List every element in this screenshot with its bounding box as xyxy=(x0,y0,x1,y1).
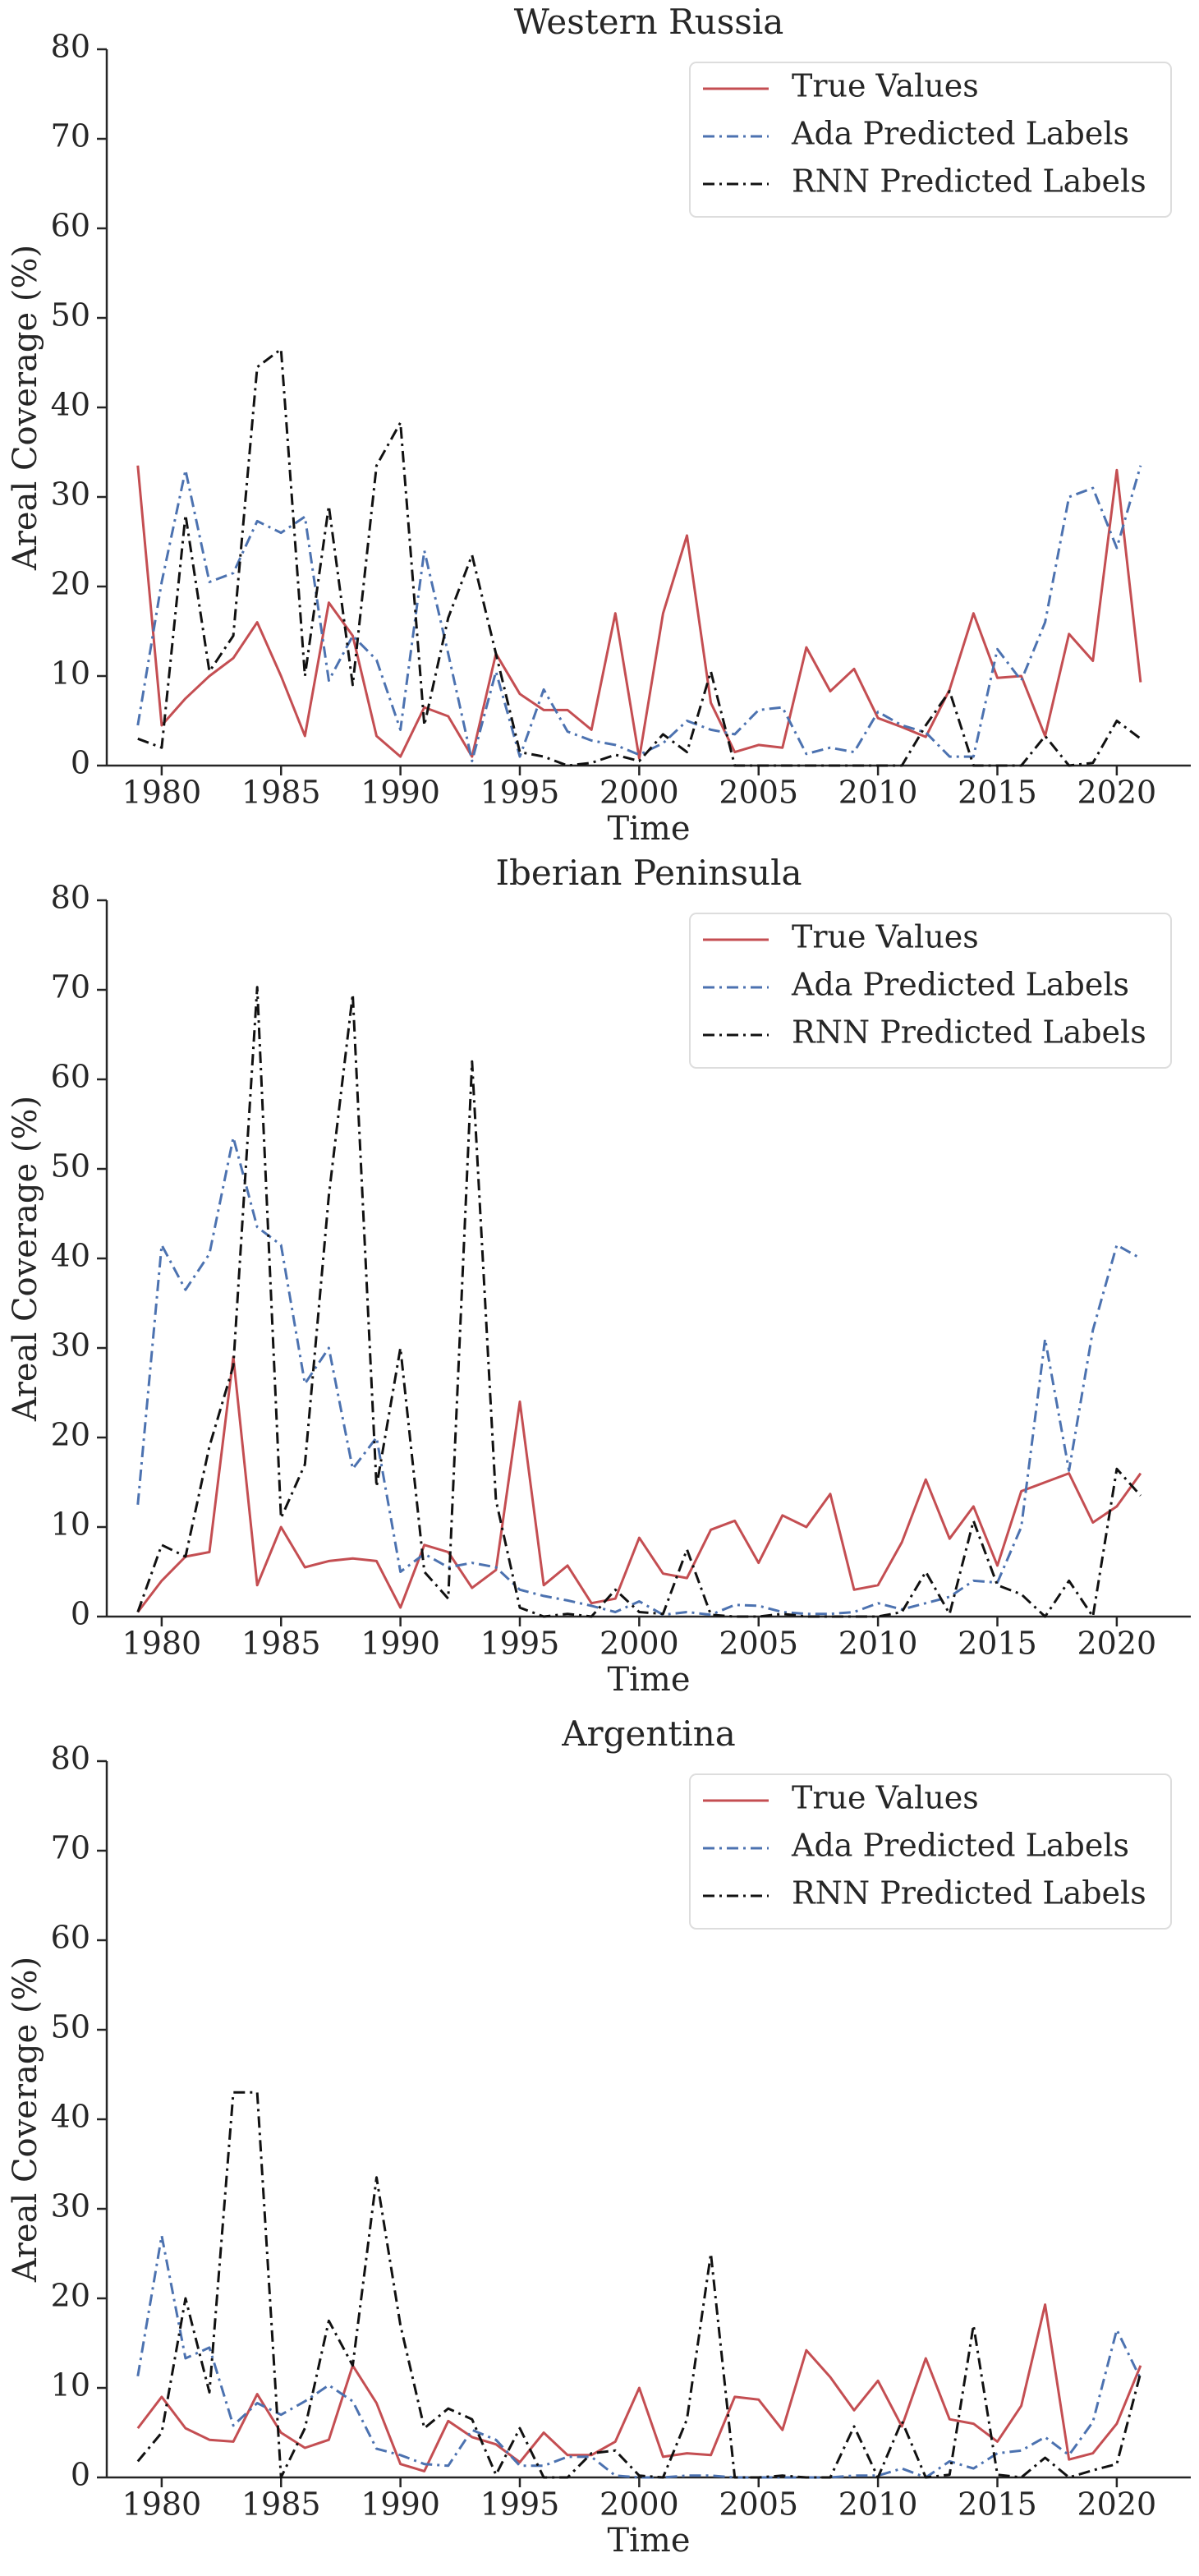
x-axis-label: Time xyxy=(607,1661,690,1699)
y-tick-label: 80 xyxy=(51,880,90,916)
series-line xyxy=(136,465,1142,762)
legend-label: True Values xyxy=(792,1780,979,1816)
y-tick-label: 40 xyxy=(51,2099,90,2135)
y-tick-label: 70 xyxy=(51,1830,90,1866)
series-line xyxy=(136,2303,1142,2472)
x-tick-label: 1985 xyxy=(241,1626,321,1662)
y-tick-label: 0 xyxy=(71,1596,90,1632)
x-tick-label: 2020 xyxy=(1077,775,1157,811)
x-axis-label: Time xyxy=(607,810,690,848)
x-tick-label: 1995 xyxy=(480,1626,560,1662)
x-tick-label: 2005 xyxy=(719,2486,798,2523)
y-tick-label: 60 xyxy=(51,1059,90,1095)
legend-label: Ada Predicted Labels xyxy=(791,1828,1129,1864)
y-tick-label: 60 xyxy=(51,208,90,244)
y-tick-label: 40 xyxy=(51,387,90,423)
legend-box xyxy=(689,913,1172,1069)
x-tick-label: 2005 xyxy=(719,775,798,811)
x-tick-label: 1985 xyxy=(241,2486,321,2523)
x-tick-label: 1995 xyxy=(480,2486,560,2523)
series-line xyxy=(136,465,1142,760)
x-tick-label: 1990 xyxy=(361,775,440,811)
x-tick-label: 1995 xyxy=(480,775,560,811)
y-tick-label: 0 xyxy=(71,2457,90,2493)
y-tick-label: 20 xyxy=(51,1417,90,1453)
y-axis-label: Areal Coverage (%) xyxy=(7,1957,44,2283)
x-tick-label: 2010 xyxy=(838,1626,918,1662)
x-tick-label: 1990 xyxy=(361,2486,440,2523)
x-tick-label: 2010 xyxy=(838,2486,918,2523)
y-tick-label: 80 xyxy=(51,29,90,65)
y-tick-label: 30 xyxy=(51,476,90,513)
y-tick-label: 20 xyxy=(51,2278,90,2314)
legend-label: True Values xyxy=(792,919,979,955)
legend-label: Ada Predicted Labels xyxy=(791,116,1129,152)
legend-label: Ada Predicted Labels xyxy=(791,967,1129,1003)
x-tick-label: 2015 xyxy=(958,2486,1037,2523)
series-line xyxy=(136,1136,1142,1617)
legend-box xyxy=(689,1773,1172,1930)
x-tick-label: 2015 xyxy=(958,775,1037,811)
legend-box xyxy=(689,62,1172,218)
legend-label: RNN Predicted Labels xyxy=(792,1875,1146,1911)
y-tick-label: 10 xyxy=(51,656,90,692)
y-axis-label: Areal Coverage (%) xyxy=(7,1096,44,1422)
x-tick-label: 2005 xyxy=(719,1626,798,1662)
x-tick-label: 1980 xyxy=(122,2486,202,2523)
y-tick-label: 40 xyxy=(51,1238,90,1274)
x-tick-label: 1980 xyxy=(122,775,202,811)
x-tick-label: 2015 xyxy=(958,1626,1037,1662)
legend-label: RNN Predicted Labels xyxy=(792,1014,1146,1051)
series-line xyxy=(136,2091,1142,2479)
y-tick-label: 30 xyxy=(51,1327,90,1364)
x-tick-label: 1980 xyxy=(122,1626,202,1662)
legend-label: True Values xyxy=(792,68,979,104)
x-tick-label: 1990 xyxy=(361,1626,440,1662)
y-tick-label: 10 xyxy=(51,2367,90,2404)
y-tick-label: 0 xyxy=(71,745,90,781)
y-axis-label: Areal Coverage (%) xyxy=(7,245,44,571)
y-tick-label: 50 xyxy=(51,297,90,334)
y-tick-label: 70 xyxy=(51,118,90,154)
y-tick-label: 80 xyxy=(51,1741,90,1777)
series-line xyxy=(136,1355,1142,1613)
y-tick-label: 50 xyxy=(51,1148,90,1184)
y-tick-label: 50 xyxy=(51,2009,90,2045)
legend-label: RNN Predicted Labels xyxy=(792,163,1146,200)
chart-title: Argentina xyxy=(561,1714,736,1754)
x-tick-label: 2000 xyxy=(600,1626,679,1662)
x-tick-label: 2020 xyxy=(1077,2486,1157,2523)
y-tick-label: 20 xyxy=(51,566,90,602)
y-tick-label: 30 xyxy=(51,2188,90,2224)
series-line xyxy=(136,986,1142,1618)
y-tick-label: 70 xyxy=(51,969,90,1005)
x-tick-label: 2000 xyxy=(600,775,679,811)
x-tick-label: 2000 xyxy=(600,2486,679,2523)
series-line xyxy=(137,347,1142,767)
series-line xyxy=(136,2234,1142,2479)
y-tick-label: 10 xyxy=(51,1506,90,1543)
x-tick-label: 2020 xyxy=(1077,1626,1157,1662)
chart-title: Western Russia xyxy=(514,2,784,42)
x-tick-label: 2010 xyxy=(838,775,918,811)
chart-title: Iberian Peninsula xyxy=(495,853,802,893)
x-tick-label: 1985 xyxy=(241,775,321,811)
y-tick-label: 60 xyxy=(51,1920,90,1956)
x-axis-label: Time xyxy=(607,2522,690,2560)
